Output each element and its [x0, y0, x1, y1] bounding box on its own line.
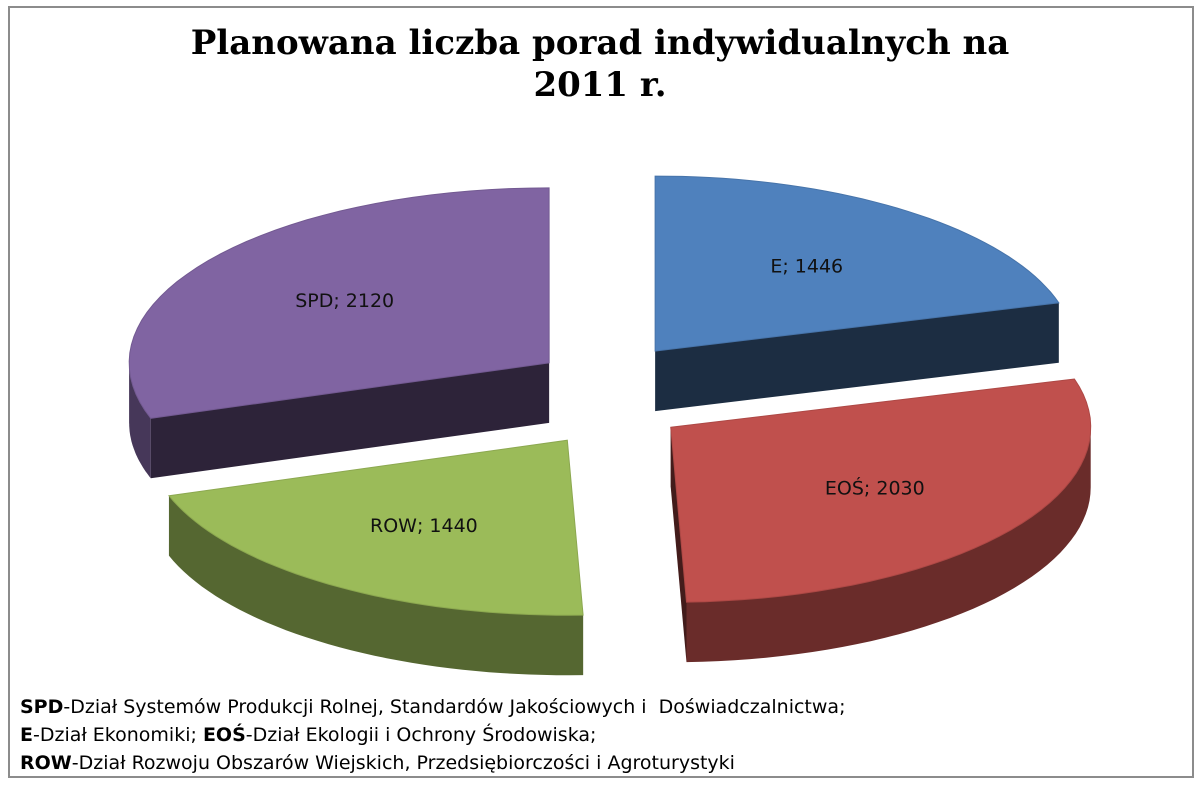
data-label: E; 1446 — [770, 256, 843, 278]
chart: E; 1446 SPD; 2120 EOŚ; 2030 ROW; 1440 — [128, 175, 1092, 676]
slice-wall — [686, 427, 1091, 663]
chart-frame — [8, 6, 1194, 778]
note-line: SPD-Dział Systemów Produkcji Rolnej, Sta… — [20, 693, 845, 721]
note-abbr: EOŚ — [202, 724, 246, 746]
notes: SPD-Dział Systemów Produkcji Rolnej, Sta… — [20, 693, 845, 777]
note-text: -Dział Ekologii i Ochrony Środowiska; — [245, 724, 597, 746]
note-abbr: ROW — [20, 752, 72, 774]
slice — [654, 175, 1060, 352]
slice-side — [655, 302, 1059, 412]
note-text: -Dział Ekonomiki; — [32, 724, 203, 746]
slice — [670, 378, 1092, 603]
note-abbr: E — [20, 724, 33, 746]
data-label: SPD; 2120 — [295, 290, 394, 312]
note-text: -Dział Rozwoju Obszarów Wiejskich, Przed… — [71, 752, 735, 774]
slice-wall — [169, 495, 584, 676]
slice-side — [670, 427, 687, 663]
note-line: ROW-Dział Rozwoju Obszarów Wiejskich, Pr… — [20, 749, 845, 777]
note-text: -Dział Systemów Produkcji Rolnej, Standa… — [63, 696, 846, 718]
slice — [128, 187, 550, 419]
slice — [168, 439, 584, 616]
chart-title: Planowana liczba porad indywidualnych na… — [190, 23, 1010, 105]
note-abbr: SPD — [20, 696, 64, 718]
slice-side — [150, 362, 550, 479]
data-label: ROW; 1440 — [370, 515, 478, 537]
data-label: EOŚ; 2030 — [825, 475, 925, 499]
note-line: E-Dział Ekonomiki; EOŚ-Dział Ekologii i … — [20, 721, 845, 749]
